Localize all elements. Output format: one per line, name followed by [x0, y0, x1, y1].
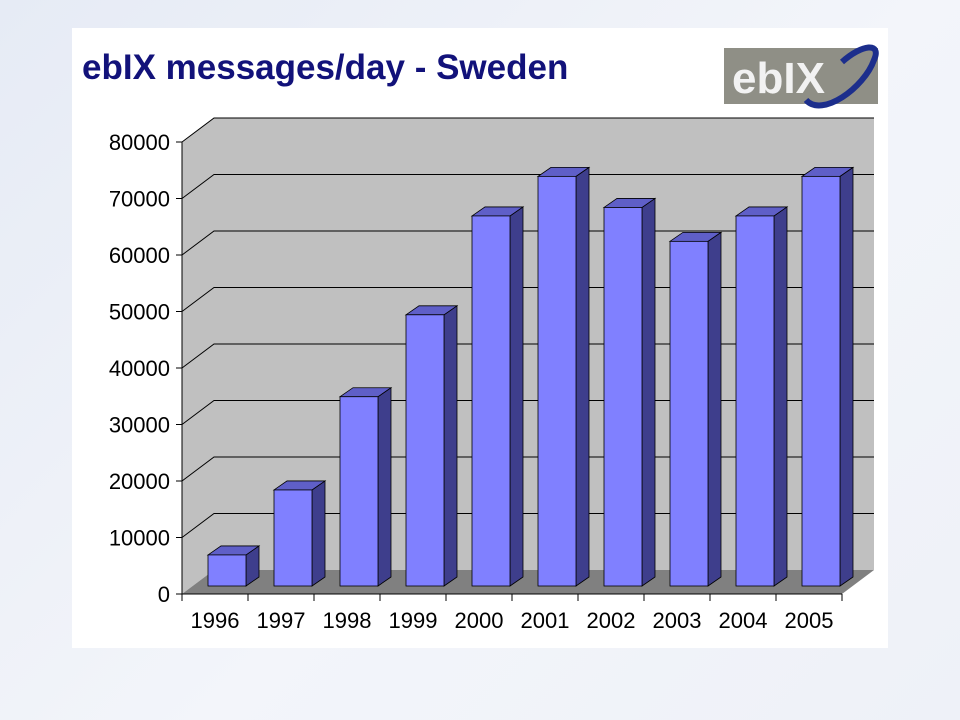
y-tick-label: 10000	[109, 526, 170, 551]
y-tick-label: 30000	[109, 413, 170, 438]
logo-swoosh	[803, 44, 879, 109]
bar-2004	[735, 215, 775, 587]
x-tick-label: 1999	[389, 608, 438, 633]
x-tick-label: 2001	[521, 608, 570, 633]
chart-title: ebIX messages/day - Sweden	[82, 48, 569, 87]
y-tick-label: 0	[158, 582, 170, 607]
y-tick-label: 60000	[109, 243, 170, 268]
x-tick-label: 2005	[785, 608, 834, 633]
x-tick-label: 2003	[653, 608, 702, 633]
bar-side	[509, 206, 524, 587]
bar-2000	[471, 215, 511, 587]
y-tick-label: 70000	[109, 187, 170, 212]
slide: ebIX messages/day - Sweden ebIX 0 10000 20…	[72, 28, 888, 648]
bar-chart: 0 10000 20000 30000 40000 50000 60000 70000 8000…	[109, 117, 874, 633]
gridline	[181, 174, 874, 199]
x-tick-label: 1996	[191, 608, 240, 633]
bar-2003	[669, 240, 709, 587]
gridline	[181, 117, 874, 143]
x-tick-label: 2000	[455, 608, 504, 633]
bar-side	[773, 206, 788, 587]
bar-1998	[339, 396, 379, 587]
y-tick-label: 50000	[109, 300, 170, 325]
bar-side	[377, 386, 392, 587]
bar-2002	[603, 207, 643, 587]
bar-side	[707, 231, 722, 587]
bar-1996	[207, 554, 247, 587]
bar-2005	[801, 175, 841, 587]
x-tick-label: 2002	[587, 608, 636, 633]
bar-side	[641, 197, 656, 587]
bar-side	[443, 305, 458, 587]
y-tick-label: 40000	[109, 356, 170, 381]
y-tick-label: 80000	[109, 130, 170, 155]
bar-1999	[405, 314, 445, 587]
logo-text: ebIX	[732, 54, 825, 103]
bar-side	[839, 166, 854, 587]
ebix-logo: ebIX	[724, 44, 879, 109]
x-tick-label: 1997	[257, 608, 306, 633]
bar-side	[311, 480, 326, 587]
bar-1997	[273, 489, 313, 587]
y-tick-label: 20000	[109, 469, 170, 494]
x-tick-label: 1998	[323, 608, 372, 633]
x-tick-label: 2004	[719, 608, 768, 633]
bar-side	[575, 166, 590, 587]
bar-2001	[537, 175, 577, 587]
